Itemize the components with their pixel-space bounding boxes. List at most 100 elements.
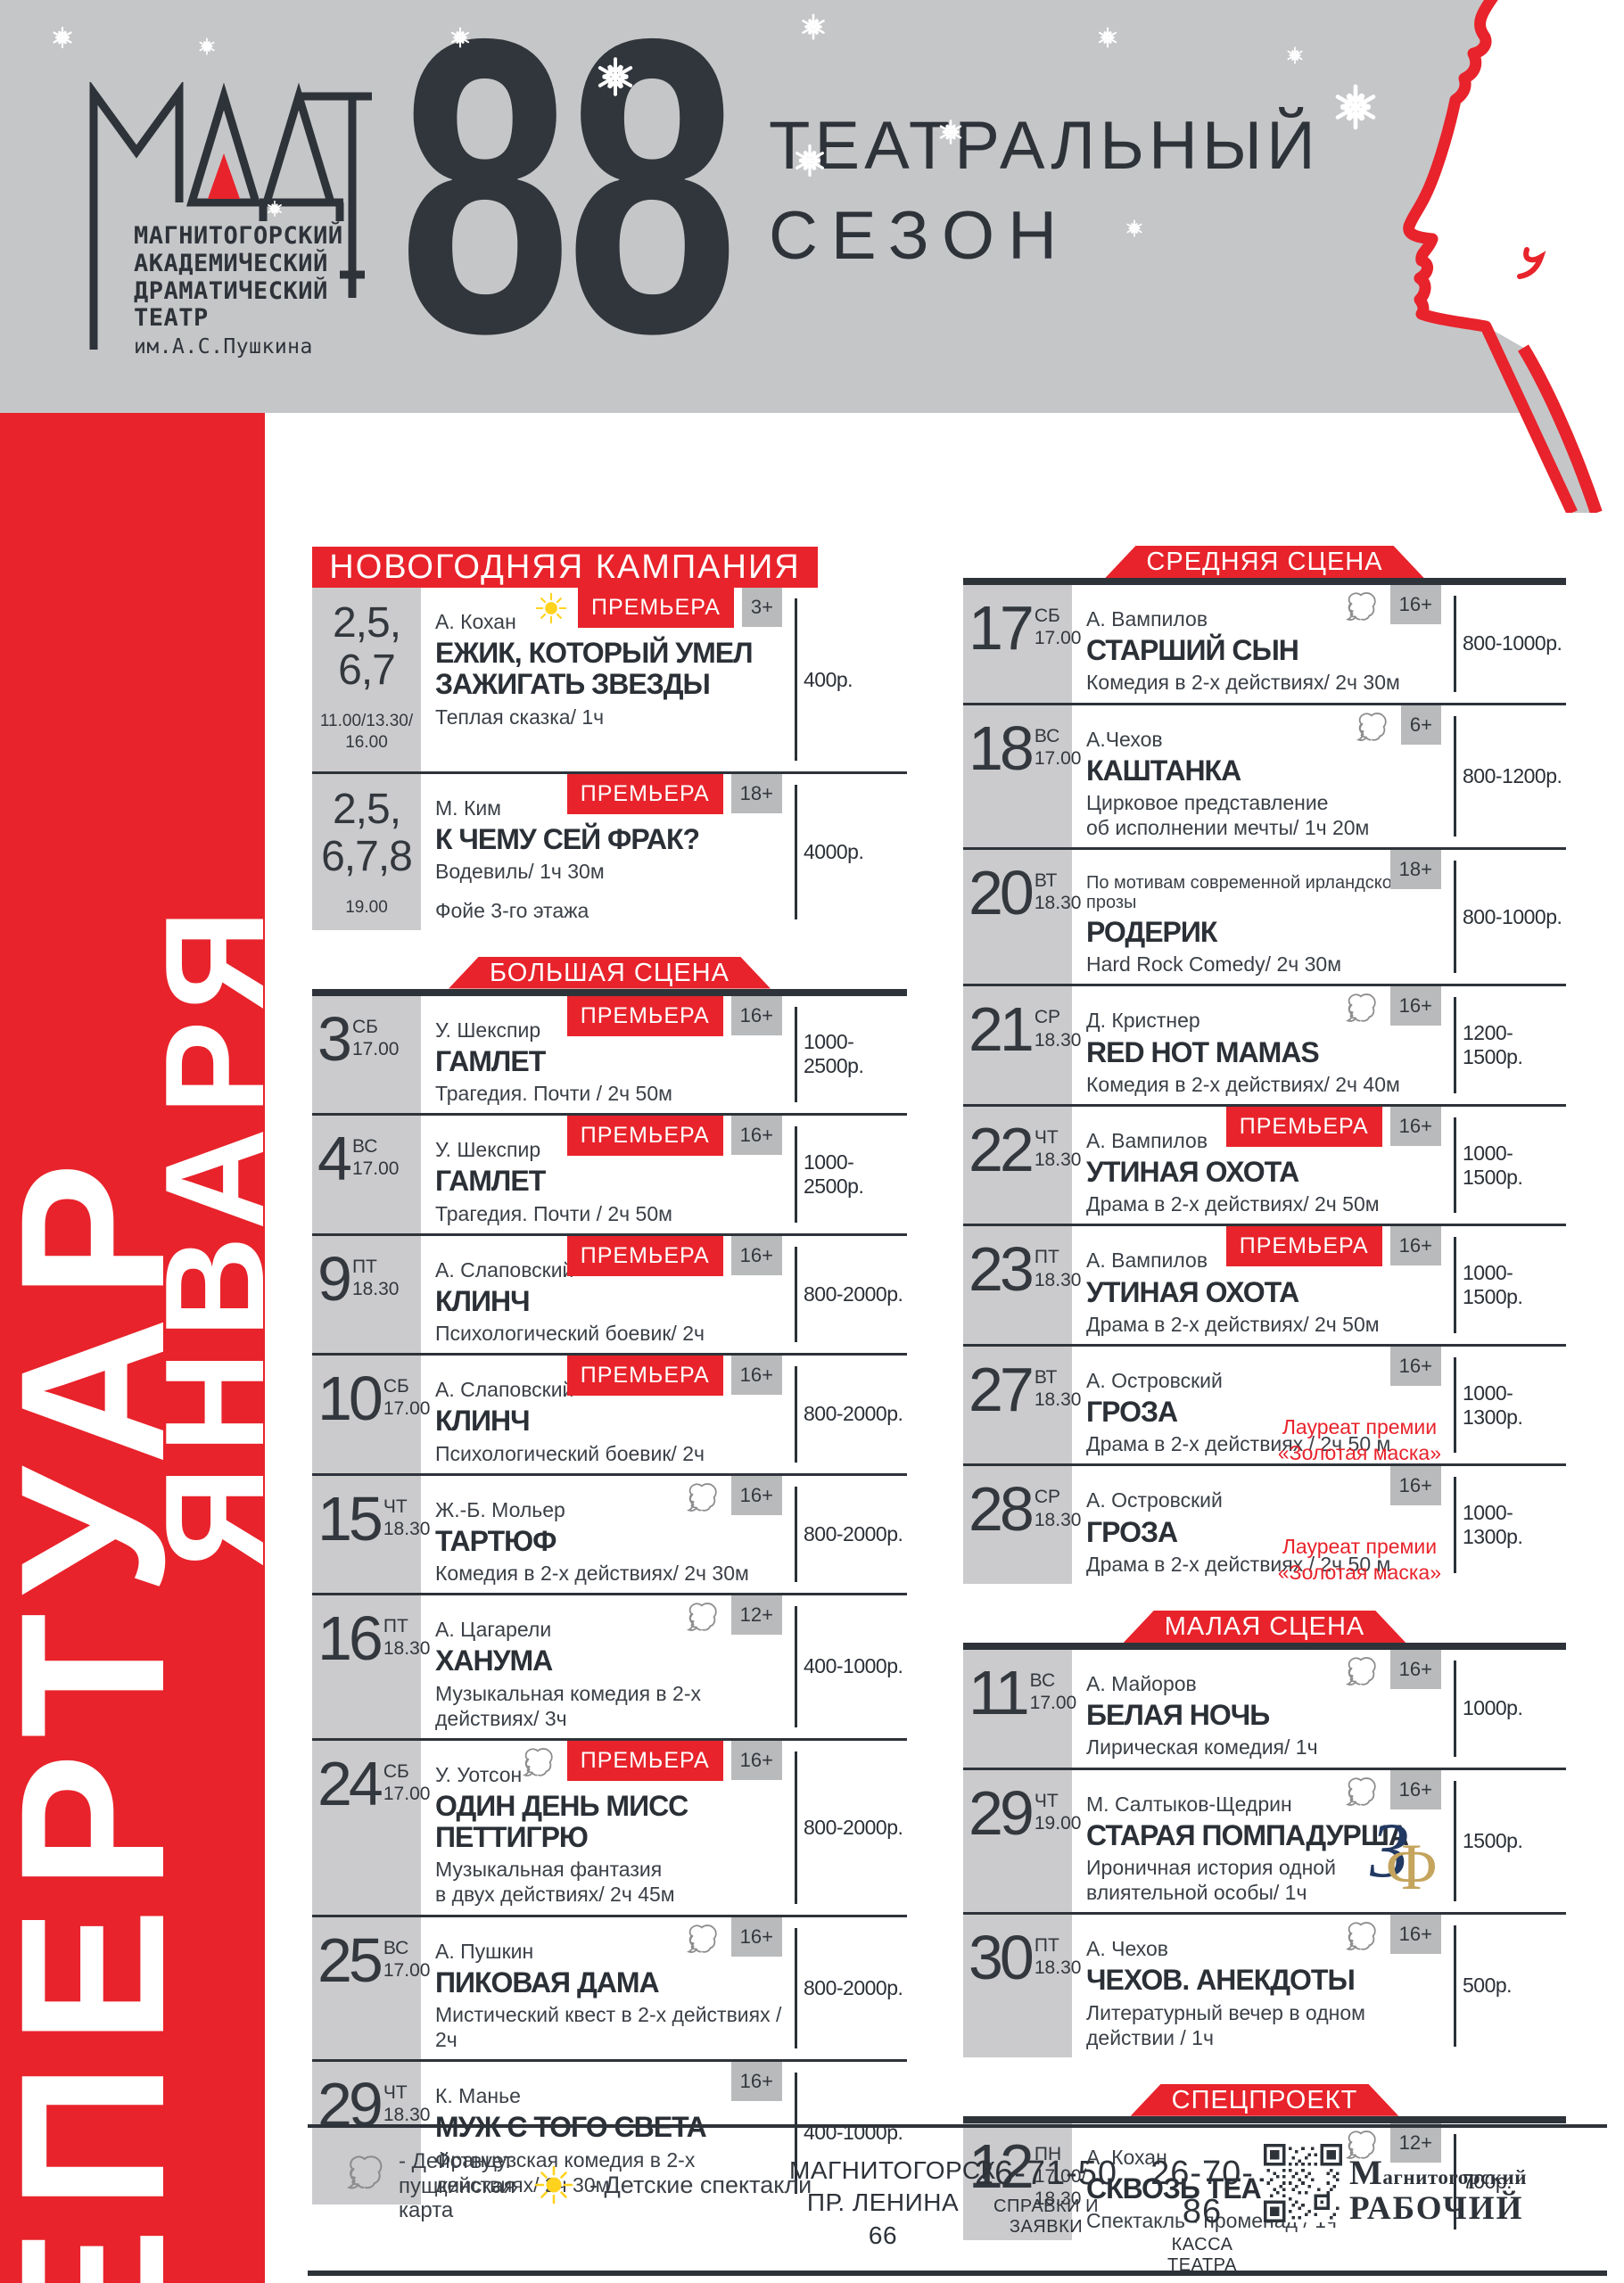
author: А. Пушкин [435, 1939, 534, 1963]
performance-info: Д. Кристнер RED HOT MAMAS Комедия в 2-х … [1072, 986, 1454, 1104]
date-day-number: 20 [969, 858, 1035, 928]
price-cell: 1200-1500р. [1454, 986, 1566, 1104]
genre-duration: Литературный вечер в одном действии / 1ч [1086, 2000, 1365, 2049]
performance-title: ГАМЛЕТ [435, 1044, 546, 1077]
author: А. Вампилов [1086, 607, 1208, 631]
author: М. Салтыков-Щедрин [1086, 1792, 1292, 1816]
date-day-number: 18 [969, 713, 1035, 783]
author: А. Вампилов [1086, 1249, 1208, 1273]
schedule-section: МАЛАЯ СЦЕНА 11 ВС 17.00 А. Майоров БЕЛАЯ… [963, 1611, 1566, 2057]
date-weekday: СР [1034, 1487, 1061, 1508]
date-day-number: 10 [317, 1364, 383, 1434]
date-day-number: 29 [969, 1777, 1035, 1848]
date-day-number: 30 [969, 1923, 1035, 1993]
schedule-section: СПЕЦПРОЕКТ 12 ПН 17.00/18.30 А. Кохан СК… [963, 2084, 1566, 2241]
zf-festival-logo: ЗФ [1369, 1807, 1438, 1904]
date-day-number: 9 [317, 1243, 352, 1314]
section-title: МАЛАЯ СЦЕНА [1164, 1612, 1365, 1641]
performance-title: УТИНАЯ ОХОТА [1086, 1156, 1299, 1189]
children-shows-legend-text: - Детские спектакли [589, 2171, 812, 2198]
date-weekday: СБ [383, 1376, 409, 1397]
genre-duration: Водевиль/ 1ч 30м [435, 860, 605, 884]
price-value: 800-1000р. [1463, 904, 1562, 928]
logo-red-triangle [208, 153, 240, 199]
author: А. Островский [1086, 1368, 1223, 1392]
logo-letter-m [89, 82, 184, 350]
performance-title: КАШТАНКА [1086, 754, 1241, 787]
date-day-number: 16 [317, 1603, 383, 1674]
badges: ПРЕМЬЕРА 16+ [518, 1740, 782, 1784]
schedule-column-left: НОВОГОДНЯЯ КАМПАНИЯ 2,5, 6,7 11.00/13.30/… [312, 547, 907, 2205]
genre-duration: Hard Rock Comedy/ 2ч 30м [1086, 952, 1342, 977]
price-cell: 400р. [795, 588, 907, 771]
date-times: 18.30 [1034, 1269, 1082, 1290]
performance-date: 3 СБ 17.00 [312, 995, 421, 1114]
date-times: 17.00/18.30 [1034, 2165, 1087, 2210]
price-value: 700р. [1463, 2169, 1513, 2193]
section-title-plate: СПЕЦПРОЕКТ [1131, 2084, 1399, 2116]
performance-item: 21 СР 18.30 Д. Кристнер RED HOT MAMAS Ко… [963, 984, 1566, 1104]
date-weekday: ПН [1034, 2143, 1062, 2164]
date-day-number: 24 [317, 1748, 383, 1818]
price-value: 1200-1500р. [1463, 1021, 1523, 1069]
performance-item: 25 ВС 17.00 А. Пушкин ПИКОВАЯ ДАМА Мисти… [312, 1914, 907, 2060]
price-value: 1000-2500р. [804, 1030, 864, 1078]
performance-info: А. Кохан СКВОЗЬ ТЕАТР Спектакль - промен… [1072, 2122, 1454, 2241]
price-value: 800-1000р. [1463, 631, 1562, 655]
performance-item: 16 ПТ 18.30 А. Цагарели ХАНУМА Музыкальн… [312, 1593, 907, 1738]
author: По мотивам современной ирландской прозы [1086, 873, 1403, 913]
date-day-number: 27 [969, 1354, 1035, 1424]
badges: 16+ [1341, 1650, 1441, 1693]
price-value: 1500р. [1463, 1828, 1523, 1852]
section-title: СПЕЦПРОЕКТ [1171, 2085, 1358, 2114]
schedule-column-right: СРЕДНЯЯ СЦЕНА 17 СБ 17.00 А. Вампилов СТ… [963, 546, 1566, 2241]
badges: 16+ [1389, 1466, 1441, 1506]
performance-date: 18 ВС 17.00 [963, 705, 1081, 848]
performance-info: А. Вампилов УТИНАЯ ОХОТА Драма в 2-х дей… [1072, 1106, 1454, 1224]
performance-title: ХАНУМА [435, 1644, 553, 1677]
phone-number: 26-71-50 [974, 2155, 1118, 2192]
section-title-plate: БОЛЬШАЯ СЦЕНА [449, 957, 771, 989]
pushkin-card-icon [523, 1747, 553, 1776]
age-badge: 16+ [730, 2062, 782, 2102]
date-weekday: СБ [351, 1016, 378, 1037]
badges: 16+ [1341, 1769, 1441, 1813]
premiere-badge: ПРЕМЬЕРА [1225, 1226, 1382, 1267]
date-times: 19.00 [345, 897, 388, 917]
date-times: 18.30 [1034, 1509, 1082, 1530]
performance-item: 29 ЧТ 18.30 К. Манье МУЖ С ТОГО СВЕТА Фр… [312, 2059, 907, 2205]
author: А. Островский [1086, 1488, 1223, 1512]
performance-item: 18 ВС 17.00 А.Чехов КАШТАНКА Цирковое пр… [963, 702, 1566, 848]
age-badge: 16+ [1389, 986, 1441, 1026]
price-cell: 500р. [1454, 1915, 1566, 2057]
author: А. Кохан [1086, 2145, 1167, 2169]
section-items: 17 СБ 17.00 А. Вампилов СТАРШИЙ СЫН Коме… [963, 585, 1566, 1584]
genre-duration: Ироничная история одной влиятельной особы… [1086, 1856, 1336, 1905]
children-shows-legend: - Детские спектакли [531, 2162, 812, 2208]
header: МАГНИТОГОРСКИЙ АКАДЕМИЧЕСКИЙ ДРАМАТИЧЕСКИЙ… [0, 0, 1624, 513]
date-weekday: ЧТ [1034, 1126, 1059, 1148]
performance-date: 23 ПТ 18.30 [963, 1226, 1081, 1344]
performance-item: 20 ВТ 18.30 По мотивам современной ирлан… [963, 847, 1566, 985]
price-cell: 800-2000р. [795, 1741, 907, 1915]
performance-date: 17 СБ 17.00 [963, 585, 1081, 703]
season-title: ТЕАТРАЛЬНЫЙ СЕЗОН [769, 108, 1320, 274]
age-badge: 16+ [1389, 1915, 1441, 1955]
pushkin-card-icon [1347, 993, 1376, 1023]
author: Д. Кристнер [1086, 1009, 1200, 1033]
performance-info: А. Островский ГРОЗА Драма в 2-х действия… [1072, 1346, 1454, 1464]
premiere-badge: ПРЕМЬЕРА [566, 774, 723, 814]
author: А. Слаповский [435, 1378, 574, 1402]
genre-duration: Лирическая комедия/ 1ч [1086, 1735, 1318, 1760]
genre-duration: Комедия в 2-х действиях/ 2ч 30м [1086, 671, 1400, 695]
date-times: 17.00 [1034, 628, 1082, 649]
performance-date: 25 ВС 17.00 [312, 1916, 430, 2060]
genre-duration: Мистический квест в 2-х действиях / 2ч [435, 2003, 782, 2052]
price-value: 800-1200р. [1463, 763, 1562, 787]
organization-name: МАГНИТОГОРСКИЙ АКАДЕМИЧЕСКИЙ ДРАМАТИЧЕСКИЙ… [134, 222, 343, 333]
performance-title: МУЖ С ТОГО СВЕТА [435, 2111, 707, 2144]
section-header: МАЛАЯ СЦЕНА [963, 1611, 1566, 1643]
genre-duration: Психологический боевик/ 2ч [435, 1441, 705, 1465]
age-badge: 16+ [730, 1475, 782, 1515]
pushkin-card-icon [688, 1924, 717, 1953]
